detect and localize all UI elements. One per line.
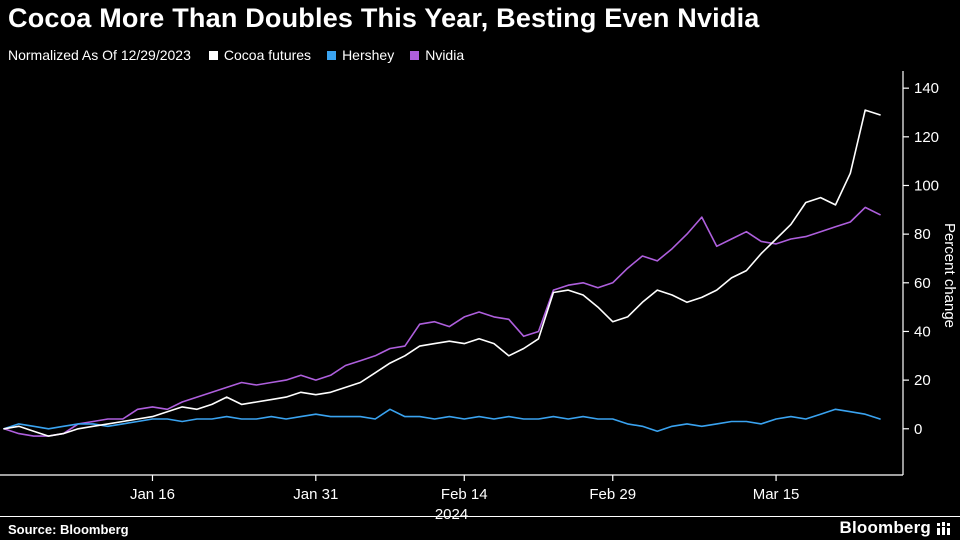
svg-text:0: 0 bbox=[914, 421, 922, 438]
legend: Normalized As Of 12/29/2023 Cocoa future… bbox=[8, 47, 480, 63]
svg-text:80: 80 bbox=[914, 226, 931, 243]
bloomberg-logo: Bloomberg bbox=[839, 518, 950, 538]
svg-text:2024: 2024 bbox=[435, 506, 468, 523]
svg-text:60: 60 bbox=[914, 275, 931, 292]
svg-text:120: 120 bbox=[914, 129, 939, 146]
legend-items: Cocoa futures Hershey Nvidia bbox=[208, 47, 480, 63]
svg-text:40: 40 bbox=[914, 323, 931, 340]
legend-swatch bbox=[327, 50, 337, 60]
svg-text:Jan 16: Jan 16 bbox=[130, 486, 175, 503]
legend-swatch bbox=[410, 50, 420, 60]
legend-swatch bbox=[208, 50, 218, 60]
svg-text:20: 20 bbox=[914, 372, 931, 389]
bloomberg-mark-icon bbox=[937, 521, 950, 535]
legend-item-nvidia: Nvidia bbox=[410, 47, 464, 63]
svg-text:140: 140 bbox=[914, 80, 939, 97]
footer-divider bbox=[0, 516, 960, 517]
svg-text:100: 100 bbox=[914, 177, 939, 194]
svg-text:Percent change: Percent change bbox=[941, 223, 958, 328]
legend-item-cocoa-futures: Cocoa futures bbox=[208, 47, 312, 63]
svg-text:Jan 31: Jan 31 bbox=[293, 486, 338, 503]
bloomberg-wordmark: Bloomberg bbox=[839, 518, 931, 537]
legend-label: Hershey bbox=[342, 47, 395, 63]
svg-text:Mar 15: Mar 15 bbox=[753, 486, 800, 503]
source-credit: Source: Bloomberg bbox=[8, 522, 129, 537]
svg-text:Feb 14: Feb 14 bbox=[441, 486, 488, 503]
chart-plot: 0 20 40 60 80 100 120 140 Percent change Jan 16 Ja… bbox=[0, 71, 958, 523]
legend-label: Nvidia bbox=[425, 47, 465, 63]
legend-item-hershey: Hershey bbox=[327, 47, 394, 63]
normalization-note: Normalized As Of 12/29/2023 bbox=[8, 47, 191, 63]
svg-text:Feb 29: Feb 29 bbox=[589, 486, 636, 503]
chart-title: Cocoa More Than Doubles This Year, Besti… bbox=[8, 3, 760, 33]
legend-label: Cocoa futures bbox=[223, 47, 312, 63]
